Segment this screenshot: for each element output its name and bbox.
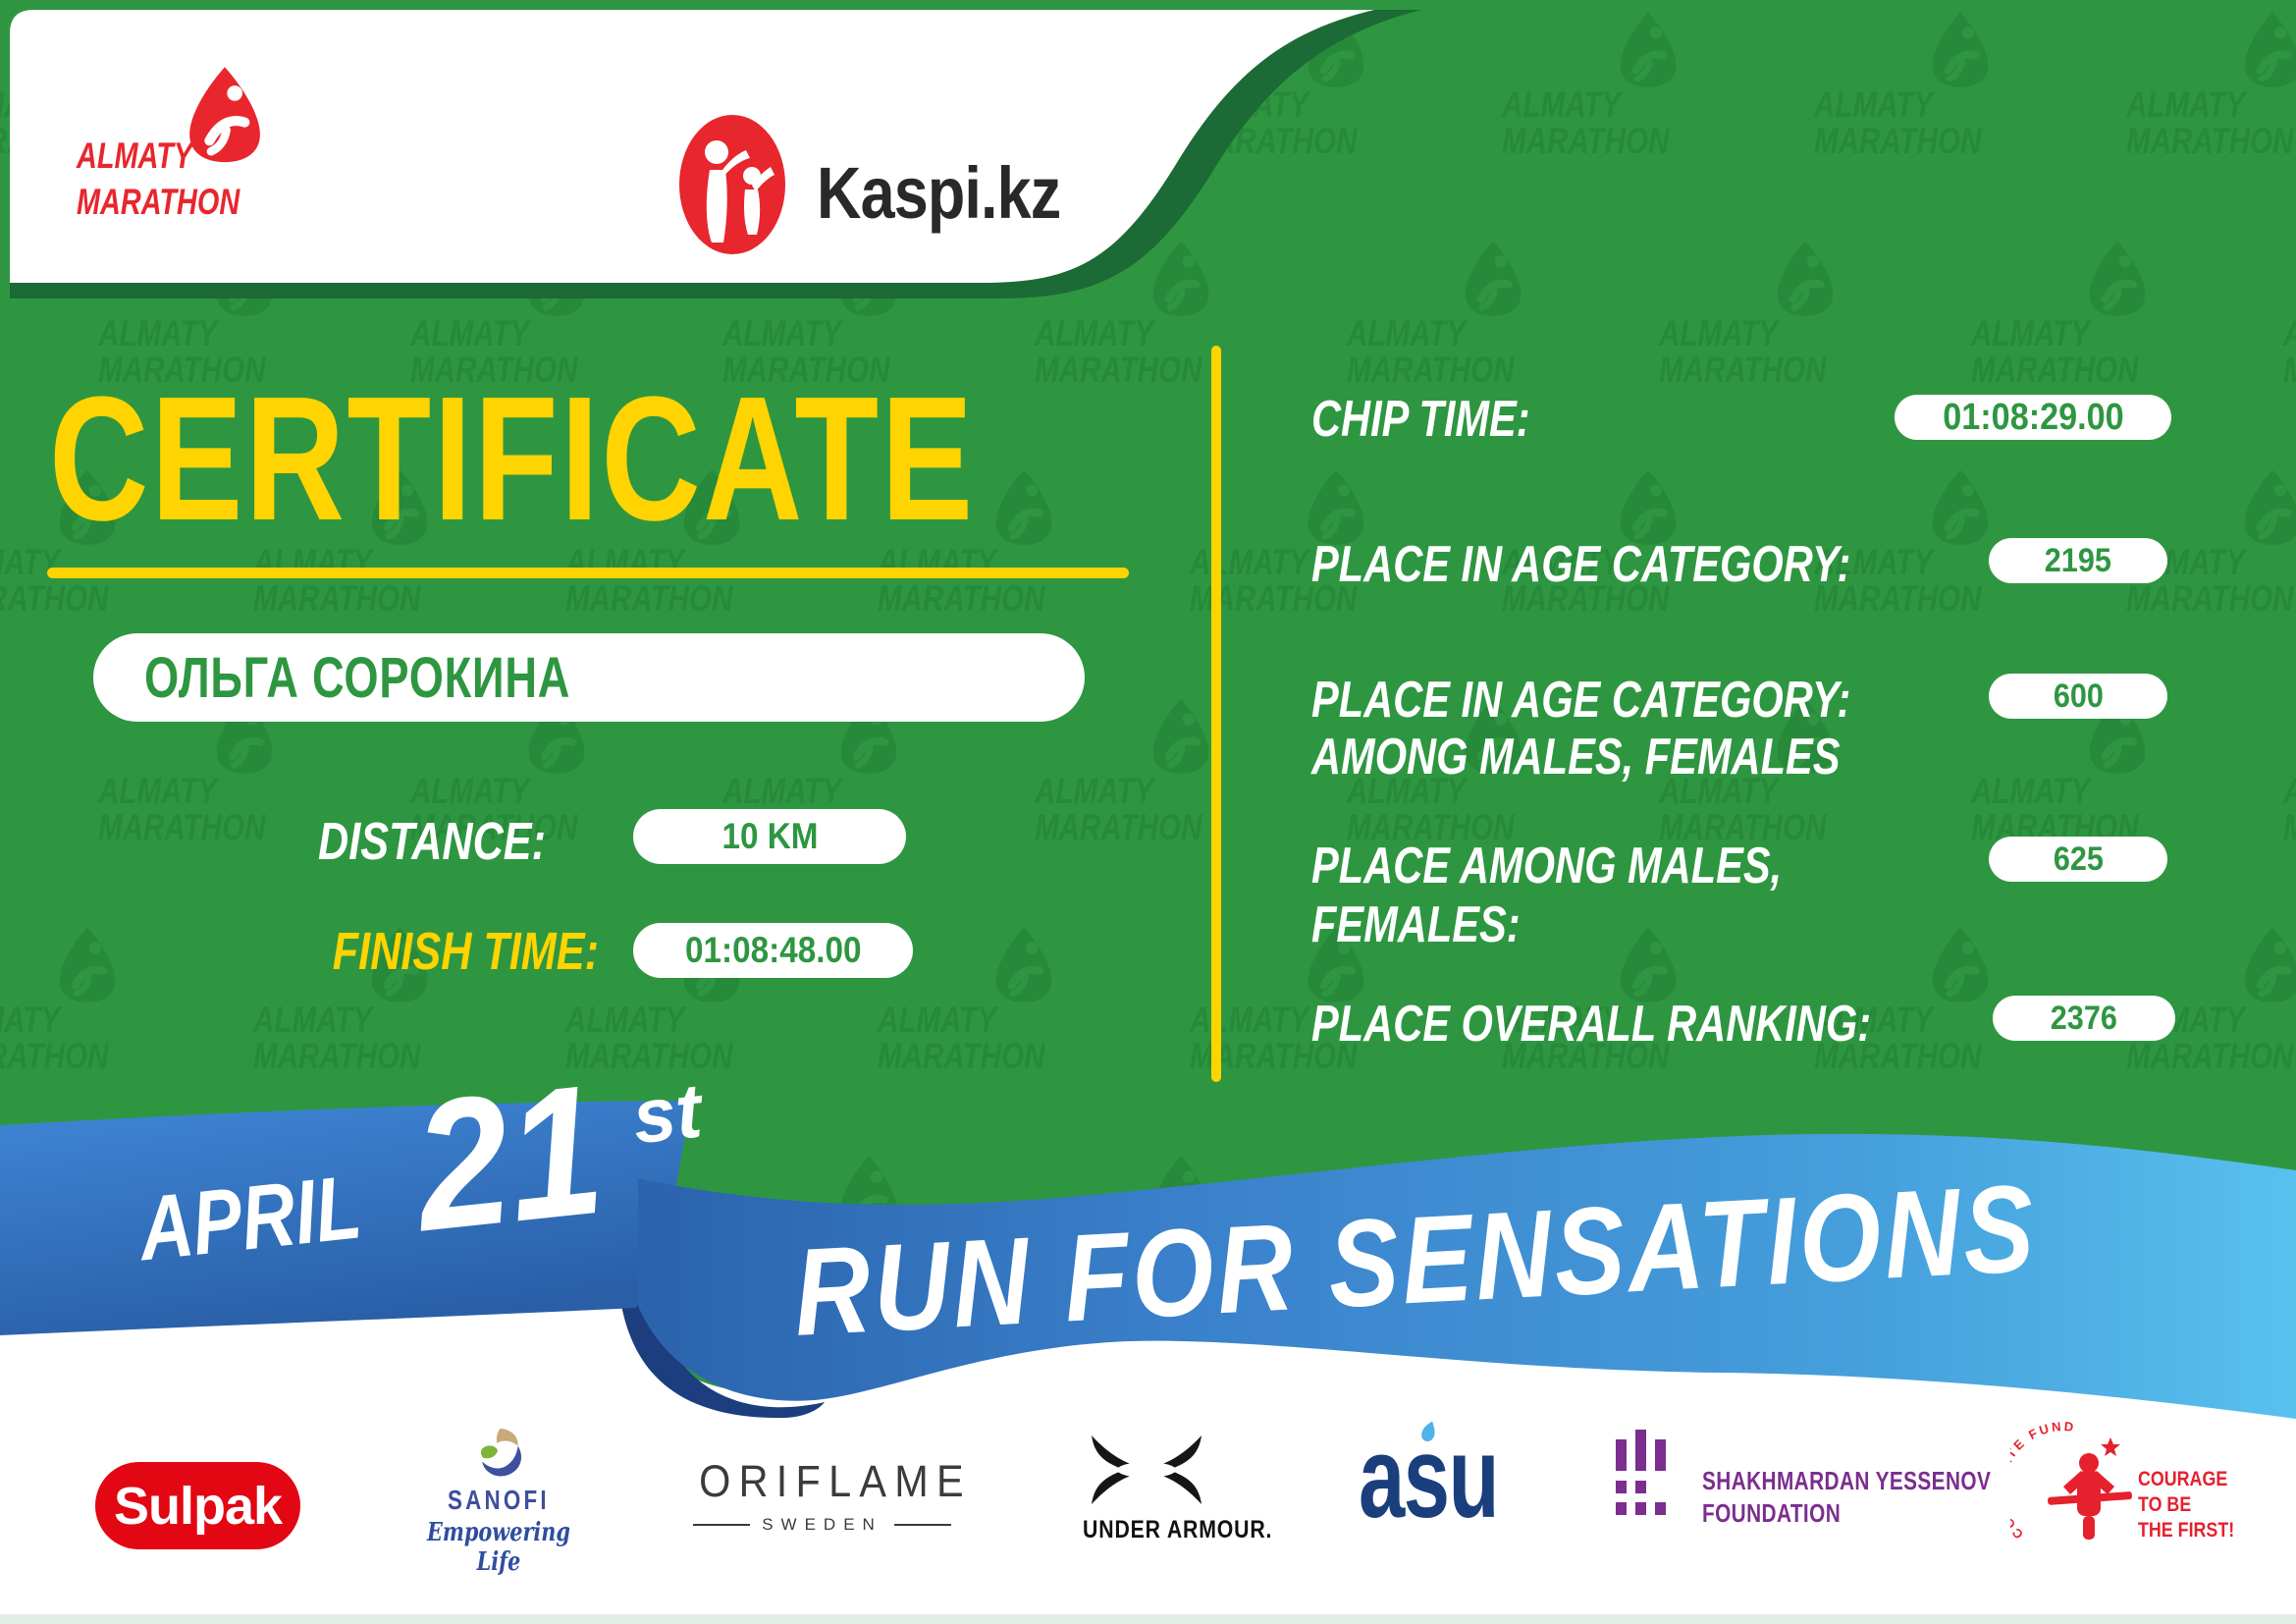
distance-label: DISTANCE: — [318, 812, 546, 871]
overall-ranking-label: PLACE OVERALL RANKING: — [1311, 996, 1872, 1053]
kaspi-icon — [679, 115, 785, 254]
oriflame-wordmark: ORIFLAME — [699, 1456, 972, 1506]
participant-name-field: ОЛЬГА СОРОКИНА — [93, 633, 1085, 722]
sponsor-courage-fund: COURAGE TO BE THE FIRST! — [2138, 1468, 2235, 1542]
participant-name: ОЛЬГА СОРОКИНА — [144, 645, 571, 710]
svg-text:CORPORATE FUND: CORPORATE FUND — [2010, 1422, 2076, 1542]
finish-time-value-pill: 01:08:48.00 — [633, 923, 913, 978]
courage-fund-icon: CORPORATE FUND — [2010, 1422, 2132, 1542]
oriflame-subtitle: SWEDEN — [687, 1515, 957, 1535]
oriflame-sweden-label: SWEDEN — [762, 1515, 882, 1534]
almaty-logo-line1: ALMATY — [77, 135, 193, 176]
ribbon-main-band — [638, 1133, 2296, 1419]
event-date-suffix: st — [628, 1066, 706, 1161]
distance-value-pill: 10 KM — [633, 809, 906, 864]
event-date-month: APRIL — [133, 1157, 366, 1280]
almaty-marathon-logo: ALMATY MARATHON — [77, 53, 332, 220]
sanofi-tagline: Empowering Life — [427, 1518, 570, 1577]
oriflame-rule-left — [693, 1524, 751, 1526]
age-category-gender-label: PLACE IN AGE CATEGORY: AMONG MALES, FEMA… — [1311, 672, 1851, 785]
sponsor-sulpak: Sulpak — [95, 1462, 300, 1549]
sponsor-under-armour: UNDER ARMOUR. — [1083, 1516, 1273, 1543]
age-category-label: PLACE IN AGE CATEGORY: — [1311, 536, 1851, 593]
footer-white-area — [0, 1298, 2296, 1624]
chip-time-value-pill: 01:08:29.00 — [1895, 395, 2171, 440]
sponsor-asu: asu — [1359, 1413, 1500, 1543]
bottom-strip — [0, 1614, 2296, 1624]
sponsor-sanofi: SANOFI — [448, 1485, 550, 1515]
ribbon-banner — [0, 1101, 2296, 1624]
chip-time-label: CHIP TIME: — [1311, 391, 1530, 448]
finish-time-label: FINISH TIME: — [332, 922, 599, 981]
courage-arc-label: CORPORATE FUND — [2010, 1422, 2074, 1542]
age-category-gender-value-pill: 600 — [1989, 674, 2167, 719]
header-panel — [10, 10, 1421, 298]
almaty-logo-line2: MARATHON — [77, 182, 240, 222]
ribbon-fold-curl — [618, 1284, 825, 1419]
event-date-day: 21 — [405, 1045, 612, 1271]
sponsor-yessenov-foundation: SHAKHMARDAN YESSENOV FOUNDATION — [1702, 1466, 1992, 1528]
sponsor-oriflame: ORIFLAME SWEDEN — [687, 1456, 972, 1535]
page-title: CERTIFICATE — [49, 360, 976, 558]
results-divider — [1211, 346, 1221, 1082]
age-category-value-pill: 2195 — [1989, 538, 2167, 583]
almaty-marathon-teardrop-icon — [189, 67, 260, 163]
kaspi-wordmark: Kaspi.kz — [817, 152, 1061, 234]
overall-ranking-value-pill: 2376 — [1993, 996, 2175, 1041]
sulpak-wordmark: Sulpak — [113, 1476, 283, 1536]
gender-place-value-pill: 625 — [1989, 837, 2167, 882]
gender-place-label: PLACE AMONG MALES, FEMALES: — [1311, 838, 1783, 953]
title-divider — [47, 568, 1129, 578]
ribbon-left-band — [0, 1101, 689, 1335]
under-armour-icon — [1092, 1435, 1201, 1504]
yessenov-foundation-icon — [1616, 1430, 1666, 1515]
sanofi-bird-icon — [480, 1428, 522, 1477]
asu-droplet-icon — [1421, 1421, 1435, 1442]
oriflame-rule-right — [893, 1524, 951, 1526]
